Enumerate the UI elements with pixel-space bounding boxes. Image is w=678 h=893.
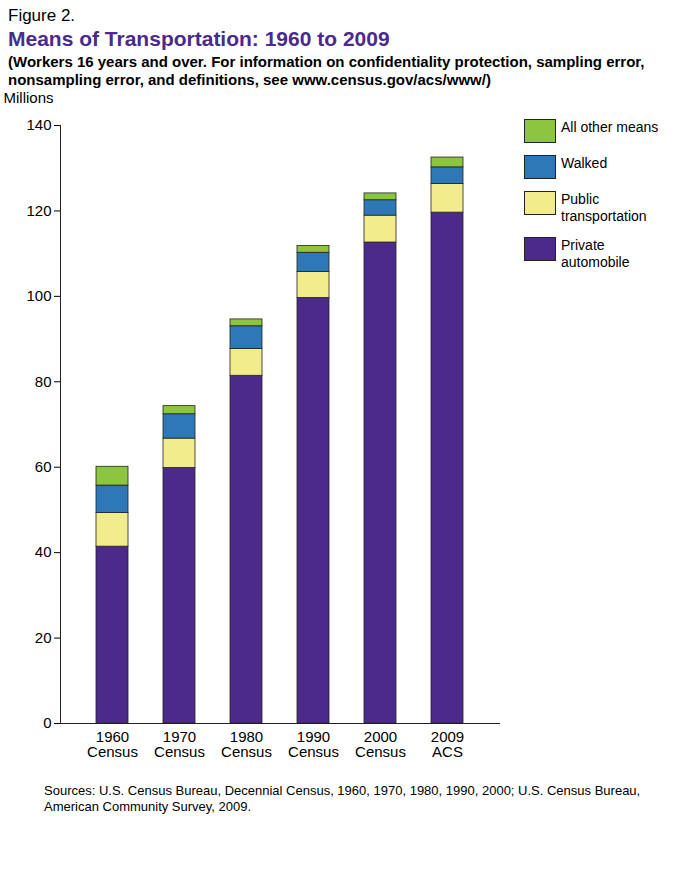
svg-text:140: 140 (26, 116, 51, 133)
svg-text:Millions: Millions (4, 89, 54, 106)
html-text:Walked: Walked (561, 155, 608, 171)
svg-text:0: 0 (43, 714, 51, 731)
html-text:(Workers 16 years and over. Fo: (Workers 16 years and over. For informat… (8, 53, 645, 88)
html-text:Private automobile: Private automobile (561, 237, 630, 270)
svg-text:2009ACS: 2009ACS (431, 728, 464, 760)
svg-text:2000Census: 2000Census (355, 728, 406, 760)
svg-text:1970Census: 1970Census (154, 728, 205, 760)
html-text:Public transportation: Public transportation (561, 191, 647, 224)
html-text:All other means: All other means (561, 119, 659, 135)
svg-text:60: 60 (35, 458, 52, 475)
svg-text:80: 80 (35, 373, 52, 390)
svg-text:1980Census: 1980Census (221, 728, 272, 760)
svg-text:100: 100 (26, 287, 51, 304)
svg-text:40: 40 (35, 543, 52, 560)
svg-text:120: 120 (26, 202, 51, 219)
svg-text:20: 20 (35, 629, 52, 646)
html-text:Means of Transportation: 1960: Means of Transportation: 1960 to 2009 (8, 27, 390, 50)
html-text:Sources: U.S. Census Bureau, D: Sources: U.S. Census Bureau, Decennial C… (44, 783, 641, 814)
svg-text:1960Census: 1960Census (87, 728, 138, 760)
svg-text:1990Census: 1990Census (288, 728, 339, 760)
html-text:Figure 2.: Figure 2. (8, 6, 76, 25)
